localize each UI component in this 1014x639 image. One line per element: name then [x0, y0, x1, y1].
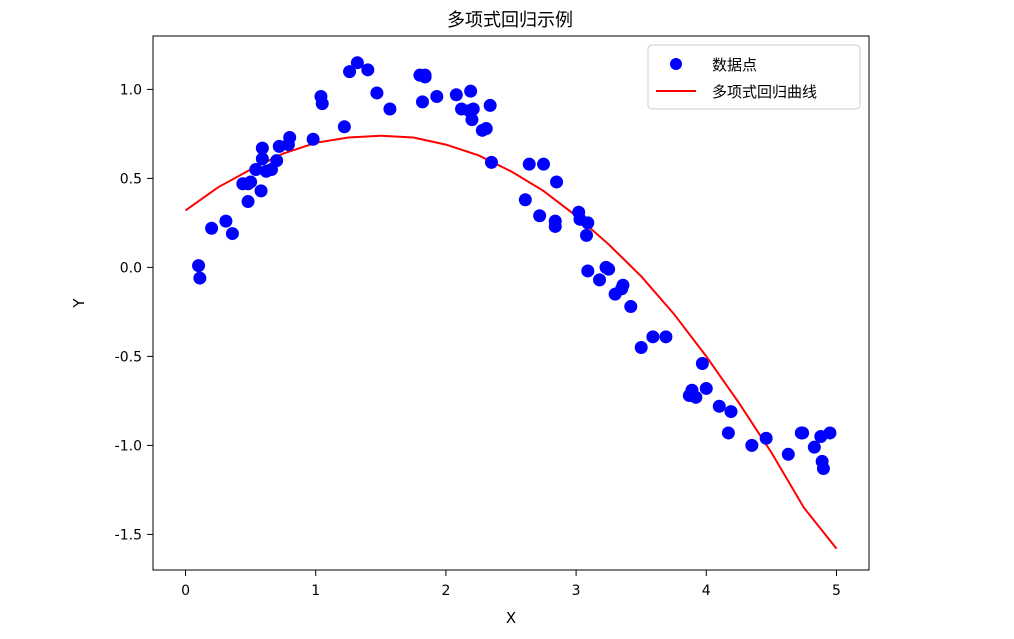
data-point: [616, 278, 630, 292]
data-point: [659, 330, 673, 344]
data-point: [796, 426, 810, 440]
data-point: [219, 214, 233, 228]
data-point: [465, 113, 479, 127]
legend-scatter-marker: [670, 58, 682, 70]
data-point: [315, 97, 329, 111]
legend-label-regression-curve: 多项式回归曲线: [712, 83, 817, 101]
data-point: [581, 216, 595, 230]
data-point: [192, 259, 206, 273]
data-point: [205, 221, 219, 235]
chart-title: 多项式回归示例: [447, 10, 573, 31]
y-axis: -1.5 -1.0 -0.5 0.0 0.5 1.0: [115, 82, 153, 543]
y-tick-label: 0.5: [120, 171, 142, 187]
data-point: [550, 175, 564, 189]
data-point: [646, 330, 660, 344]
data-point: [781, 447, 795, 461]
y-tick-label: -0.5: [115, 349, 142, 365]
data-point: [593, 273, 607, 287]
y-tick-label: 0.0: [120, 260, 142, 276]
data-point: [343, 65, 357, 79]
data-point: [695, 357, 709, 371]
y-tick-label: -1.0: [115, 438, 142, 454]
data-point: [689, 390, 703, 404]
data-point: [807, 440, 821, 454]
data-point: [721, 426, 735, 440]
x-axis: 0 1 2 3 4 5: [181, 570, 841, 599]
scatter-points: [192, 56, 837, 476]
data-point: [270, 154, 284, 168]
y-axis-label: Y: [70, 298, 88, 309]
data-point: [306, 132, 320, 146]
data-point: [430, 90, 444, 104]
x-tick-label: 4: [702, 583, 711, 599]
data-point: [283, 130, 297, 144]
data-point: [479, 122, 493, 136]
data-point: [533, 209, 547, 223]
data-point: [337, 120, 351, 134]
legend-box: [647, 44, 861, 110]
data-point: [823, 426, 837, 440]
data-point: [244, 175, 258, 189]
data-point: [483, 98, 497, 112]
data-point: [712, 399, 726, 413]
plot-frame: [152, 35, 870, 571]
x-tick-label: 0: [181, 583, 190, 599]
data-point: [484, 155, 498, 169]
plot-area: 0 1 2 3 4 5 -1.5 -1.0 -0.5 0.0 0.5 1.0: [115, 35, 870, 599]
data-point: [464, 84, 478, 98]
legend: 数据点 多项式回归曲线: [647, 44, 861, 110]
y-tick-label: -1.5: [115, 527, 142, 543]
data-point: [581, 264, 595, 278]
x-tick-label: 3: [572, 583, 581, 599]
data-point: [537, 157, 551, 171]
y-tick-label: 1.0: [120, 82, 142, 98]
data-point: [759, 431, 773, 445]
data-point: [634, 341, 648, 354]
data-point: [518, 193, 532, 207]
data-point: [254, 184, 268, 198]
data-point: [249, 163, 263, 176]
data-point: [580, 228, 594, 242]
data-point: [255, 141, 269, 155]
regression-curve-line: [184, 134, 838, 550]
data-point: [193, 271, 207, 285]
data-point: [383, 102, 397, 116]
data-point: [361, 63, 375, 77]
data-point: [548, 214, 562, 228]
legend-label-data-points: 数据点: [712, 56, 757, 74]
data-point: [225, 227, 239, 241]
data-point: [602, 262, 616, 276]
data-point: [370, 86, 384, 100]
data-point: [415, 95, 429, 109]
data-point: [466, 102, 480, 116]
data-point: [816, 462, 830, 476]
x-tick-label: 2: [441, 583, 450, 599]
data-point: [724, 405, 738, 419]
x-tick-label: 1: [311, 583, 320, 599]
data-point: [449, 88, 463, 102]
data-point: [255, 152, 269, 166]
data-point: [418, 68, 432, 82]
data-point: [745, 438, 759, 452]
data-point: [522, 157, 536, 171]
x-tick-label: 5: [832, 583, 841, 599]
x-axis-label: X: [506, 609, 516, 627]
data-point: [241, 195, 255, 209]
data-point: [350, 56, 364, 70]
data-point: [699, 381, 713, 395]
data-point: [624, 300, 638, 314]
